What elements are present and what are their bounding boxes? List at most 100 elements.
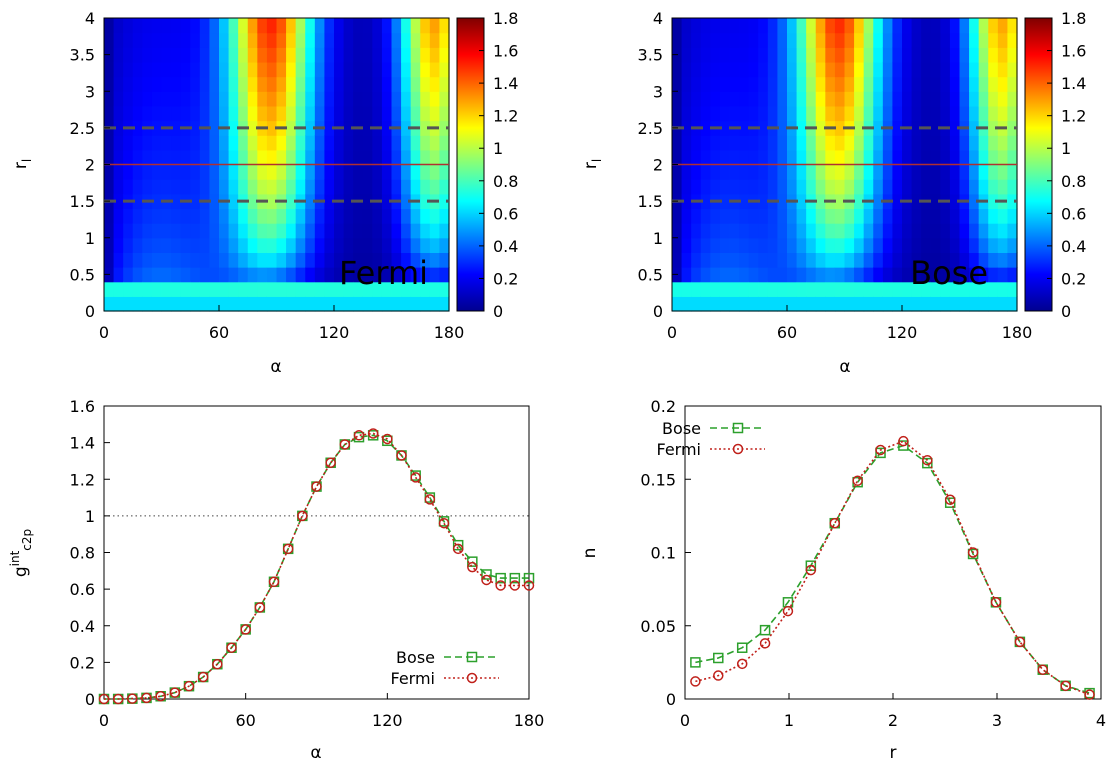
heatmap-cell — [132, 296, 143, 312]
heatmap-cell — [930, 252, 941, 268]
heatmap-cell — [748, 91, 759, 107]
heatmap-cell — [892, 193, 903, 210]
heatmap-cell — [247, 120, 258, 136]
heatmap-cell — [334, 223, 345, 239]
heatmap-cell — [911, 252, 922, 268]
heatmap-cell — [719, 47, 731, 63]
heatmap-cell — [863, 105, 874, 122]
heatmap-cell — [854, 91, 865, 107]
heatmap-cell — [410, 208, 421, 224]
heatmap-cell — [228, 105, 239, 122]
heatmap-cell — [324, 193, 335, 210]
heatmap-cell — [796, 105, 807, 122]
y-axis-label-main: r — [581, 162, 601, 169]
heatmap-cell — [391, 281, 402, 297]
heatmap-cell — [314, 32, 326, 48]
heatmap-cell — [420, 296, 431, 312]
heatmap-cell — [854, 76, 865, 92]
heatmap-cell — [758, 32, 769, 48]
heatmap-cell — [247, 32, 258, 48]
heatmap-cell — [815, 135, 826, 151]
heatmap-cell — [672, 149, 683, 166]
heatmap-cell — [988, 61, 999, 78]
series-bose — [690, 440, 1095, 699]
heatmap-cell — [940, 149, 951, 166]
series-line — [695, 444, 1090, 694]
heatmap-cell — [806, 208, 817, 224]
heatmap-cell — [691, 61, 702, 78]
heatmap-cell — [104, 296, 115, 312]
heatmap-cell — [863, 252, 874, 268]
heatmap-cell — [381, 193, 393, 210]
heatmap-cell — [142, 179, 153, 195]
heatmap-cell — [806, 281, 817, 297]
heatmap-cell — [892, 18, 903, 34]
heatmap-cell — [873, 76, 884, 92]
heatmap-cell — [219, 32, 230, 48]
heatmap-cell — [787, 149, 798, 166]
heatmap-cell — [834, 193, 846, 210]
heatmap-cell — [305, 208, 316, 224]
heatmap-cell — [228, 91, 239, 107]
heatmap-cell — [247, 91, 258, 107]
heatmap-cell — [672, 91, 683, 107]
heatmap-cell — [151, 267, 163, 283]
heatmap-cell — [199, 237, 211, 253]
heatmap-cell — [314, 76, 326, 92]
heatmap-cell — [777, 237, 788, 253]
heatmap-cell — [911, 18, 922, 34]
heatmap-cell — [132, 237, 143, 253]
colorbar-tick-label: 1.6 — [1061, 42, 1086, 61]
heatmap-cell — [691, 223, 702, 239]
heatmap-cell — [238, 105, 249, 122]
heatmap-cell — [199, 76, 211, 92]
heatmap-cell — [353, 149, 364, 166]
circle-marker — [1060, 680, 1071, 692]
heatmap-cell — [815, 193, 826, 210]
y-axis-label-sup: int — [8, 550, 22, 566]
heatmap-cell — [295, 149, 306, 166]
heatmap-cell — [681, 105, 692, 122]
heatmap-cell — [381, 120, 393, 136]
heatmap-cell — [123, 281, 134, 297]
heatmap-cell — [219, 237, 230, 253]
heatmap-cell — [911, 237, 922, 253]
heatmap-cell — [334, 18, 345, 34]
heatmap-cell — [391, 267, 402, 283]
heatmap-cell — [353, 223, 364, 239]
y-tick-label: 3.5 — [70, 46, 95, 65]
heatmap-cell — [863, 18, 874, 34]
heatmap-cell — [410, 47, 421, 63]
heatmap-cell — [700, 208, 711, 224]
heatmap-cell — [949, 296, 961, 312]
heatmap-cell — [767, 267, 779, 283]
heatmap-cell — [104, 252, 115, 268]
heatmap-cell — [902, 164, 913, 180]
heatmap-cell — [247, 237, 258, 253]
heatmap-cell — [420, 76, 431, 92]
heatmap-cell — [381, 76, 393, 92]
colorbar-tick-label: 0 — [493, 302, 503, 321]
heatmap-cell — [921, 208, 932, 224]
colorbar-tick-label: 1.8 — [493, 9, 518, 28]
heatmap-cell — [930, 135, 941, 151]
heatmap-cell — [171, 76, 182, 92]
heatmap-cell — [854, 149, 865, 166]
heatmap-cell — [719, 208, 731, 224]
heatmap-cell — [997, 179, 1009, 195]
circle-marker — [1084, 689, 1095, 700]
heatmap-cell — [796, 120, 807, 136]
heatmap-cell — [739, 252, 750, 268]
heatmap-cell — [295, 105, 306, 122]
heatmap-cell — [439, 208, 450, 224]
heatmap-cell — [362, 149, 373, 166]
y-tick-label: 4 — [653, 9, 663, 28]
heatmap-cell — [314, 296, 326, 312]
y-tick-label: 3.5 — [638, 46, 663, 65]
heatmap-cell — [190, 47, 201, 63]
heatmap-panel-fermi: 0 60 120 180 00.511.522.533.54 α rl Fermi 0… — [11, 9, 518, 377]
heatmap-cell — [209, 208, 220, 224]
heatmap-cell — [997, 267, 1009, 283]
heatmap-cell — [257, 32, 268, 48]
heatmap-cell — [372, 135, 383, 151]
